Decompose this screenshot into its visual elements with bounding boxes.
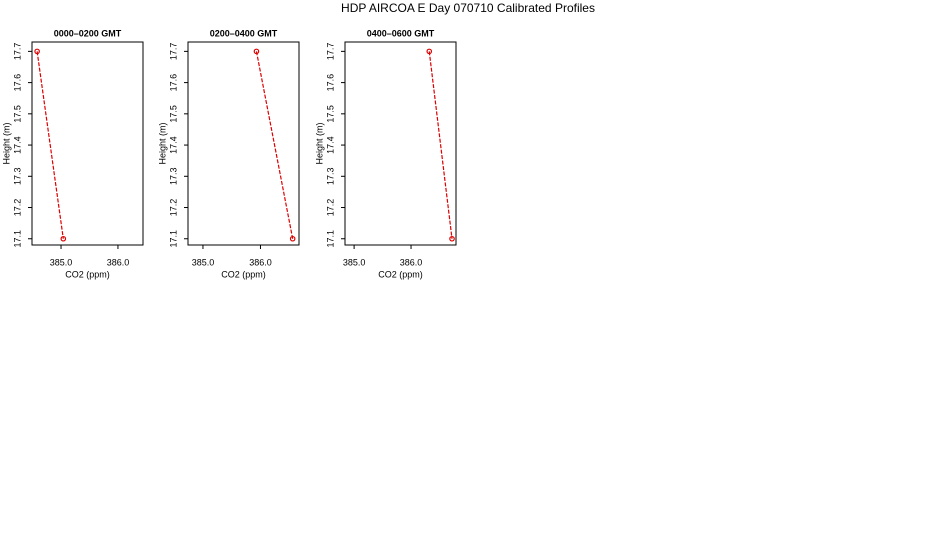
y-tick-label: 17.6 (168, 74, 178, 92)
y-tick-label: 17.7 (325, 43, 335, 61)
point (60, 235, 67, 242)
x-axis-label: CO2 (ppm) (378, 269, 423, 279)
y-tick-label: 17.1 (325, 230, 335, 248)
y-tick-label: 17.4 (12, 136, 22, 154)
y-tick-label: 17.5 (168, 105, 178, 123)
point (449, 235, 455, 242)
x-tick-label: 386.0 (400, 257, 423, 267)
y-tick-label: 17.3 (12, 168, 22, 186)
x-tick-label: 385.0 (192, 257, 215, 267)
profile-line (255, 51, 294, 239)
y-tick-label: 17.3 (325, 168, 335, 186)
x-tick-label: 386.0 (249, 257, 272, 267)
y-tick-label: 17.6 (325, 74, 335, 92)
x-tick-label: 385.0 (343, 257, 366, 267)
y-tick-label: 17.7 (168, 43, 178, 61)
point (289, 235, 296, 242)
y-tick-label: 17.2 (325, 199, 335, 217)
panel-title: 0400–0600 GMT (367, 28, 435, 38)
y-tick-label: 17.2 (12, 199, 22, 217)
panel-title: 0000–0200 GMT (54, 28, 122, 38)
panel-title: 0200–0400 GMT (210, 28, 278, 38)
y-tick-label: 17.1 (12, 230, 22, 248)
y-tick-label: 17.5 (325, 105, 335, 123)
y-axis-label: Height (m) (1, 122, 11, 164)
y-axis-label: Height (m) (157, 122, 167, 164)
y-tick-label: 17.3 (168, 168, 178, 186)
page-title: HDP AIRCOA E Day 070710 Calibrated Profi… (341, 1, 595, 15)
y-tick-label: 17.1 (168, 230, 178, 248)
point (34, 48, 40, 55)
y-axis-label: Height (m) (314, 122, 324, 164)
plot-frame (31, 41, 144, 246)
x-tick-label: 386.0 (107, 257, 130, 267)
x-axis-label: CO2 (ppm) (221, 269, 266, 279)
y-tick-label: 17.4 (168, 136, 178, 154)
y-tick-label: 17.7 (12, 43, 22, 61)
y-tick-label: 17.5 (12, 105, 22, 123)
y-tick-label: 17.4 (325, 136, 335, 154)
point (253, 48, 260, 55)
plot-frame (187, 41, 300, 246)
profile-line (36, 51, 64, 239)
y-tick-label: 17.6 (12, 74, 22, 92)
profile-line (428, 51, 453, 239)
point (426, 48, 433, 55)
x-tick-label: 385.0 (50, 257, 73, 267)
plot-frame (344, 41, 457, 246)
y-tick-label: 17.2 (168, 199, 178, 217)
x-axis-label: CO2 (ppm) (65, 269, 110, 279)
